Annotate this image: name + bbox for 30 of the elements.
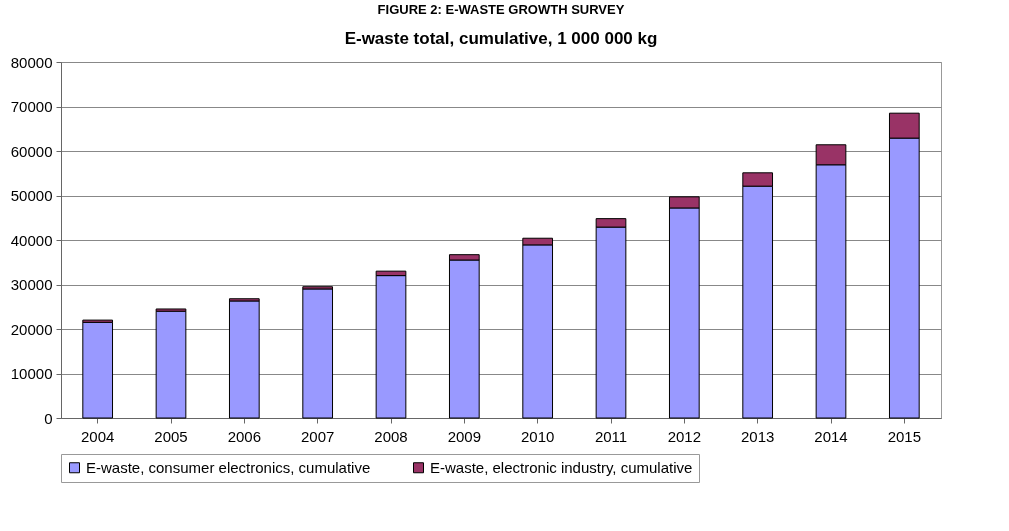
x-tick-label: 2014 [814, 427, 848, 445]
bar [375, 275, 407, 419]
y-tick-label: 50000 [10, 187, 53, 204]
x-tick-label: 2008 [374, 427, 408, 445]
x-tick-label: 2013 [740, 427, 775, 445]
x-tick-label: 2012 [667, 427, 702, 445]
x-tick-label: 2004 [80, 427, 115, 445]
chart-subtitle: E-waste total, cumulative, 1 000 000 kg [344, 29, 658, 48]
y-tick-label: 70000 [10, 98, 53, 115]
y-tick-label: 40000 [10, 231, 53, 249]
bar [82, 321, 114, 419]
legend-label: E-waste, electronic industry, cumulative [430, 458, 693, 476]
legend-label: E-waste, consumer electronics, cumulative [86, 458, 371, 476]
x-tick-label: 2015 [887, 427, 922, 445]
y-tick-label: 60000 [10, 142, 53, 160]
bar [228, 300, 260, 419]
y-tick-label: 20000 [10, 320, 53, 338]
x-tick-label: 2009 [447, 427, 482, 445]
x-tick-label: 2006 [227, 427, 262, 445]
y-tick-label: 0 [44, 409, 53, 427]
chart-title: FIGURE 2: E-WASTE GROWTH SURVEY [377, 2, 625, 17]
x-tick-label: 2011 [594, 427, 628, 445]
x-tick-label: 2010 [520, 427, 555, 445]
bar [155, 310, 187, 419]
y-tick-label: 10000 [10, 365, 53, 382]
x-tick-label: 2005 [154, 427, 188, 445]
bar [302, 288, 334, 419]
x-tick-label: 2007 [300, 427, 335, 445]
y-tick-label: 30000 [10, 276, 53, 293]
y-tick-label: 80000 [10, 53, 53, 71]
